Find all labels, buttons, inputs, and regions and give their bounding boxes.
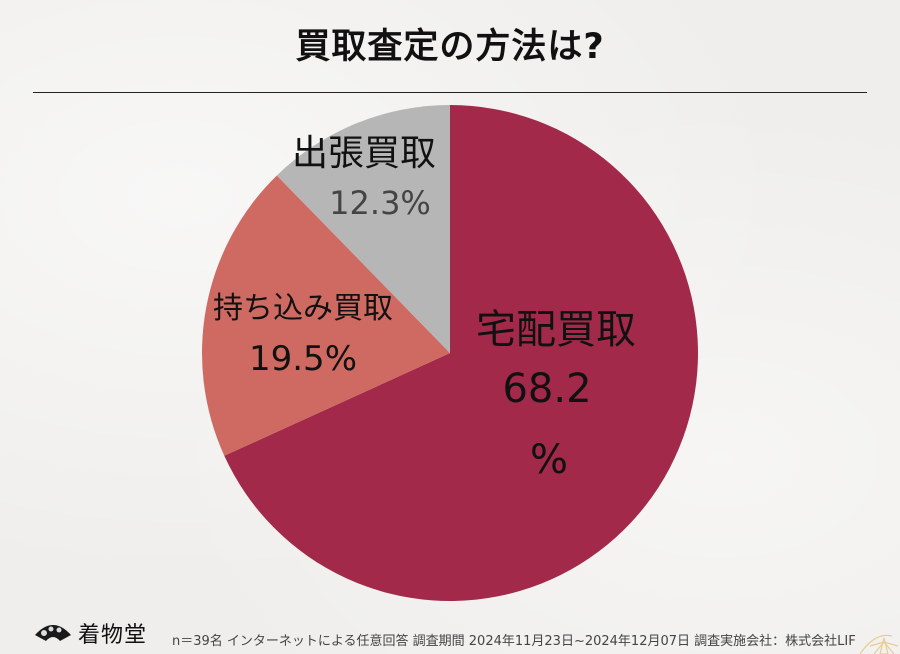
title-divider — [33, 92, 867, 93]
chart-title: 買取査定の方法は? — [295, 27, 605, 67]
corner-flower-decoration — [859, 634, 899, 654]
pie-slice-mochikomi — [201, 175, 450, 456]
slice-label-shucchou: 出張買取 — [292, 133, 436, 174]
brand-logo: 着物堂 — [32, 616, 147, 650]
slice-value-takuhai: 68.2 — [502, 366, 591, 412]
pie-slice-shucchou — [276, 104, 450, 353]
survey-note: n＝39名 インターネットによる任意回答 調査期間 2024年11月23日~20… — [172, 634, 856, 649]
slice-label-mochikomi: 持ち込み買取 — [213, 291, 393, 326]
logo-text: 着物堂 — [78, 623, 148, 648]
slice-unit-takuhai: % — [530, 437, 568, 483]
pie-slice-takuhai — [224, 105, 699, 601]
slice-value-shucchou: 12.3% — [329, 184, 431, 222]
slice-value-mochikomi: 19.5% — [249, 339, 357, 379]
fan-icon — [35, 625, 71, 641]
slice-label-takuhai: 宅配買取 — [476, 307, 636, 353]
